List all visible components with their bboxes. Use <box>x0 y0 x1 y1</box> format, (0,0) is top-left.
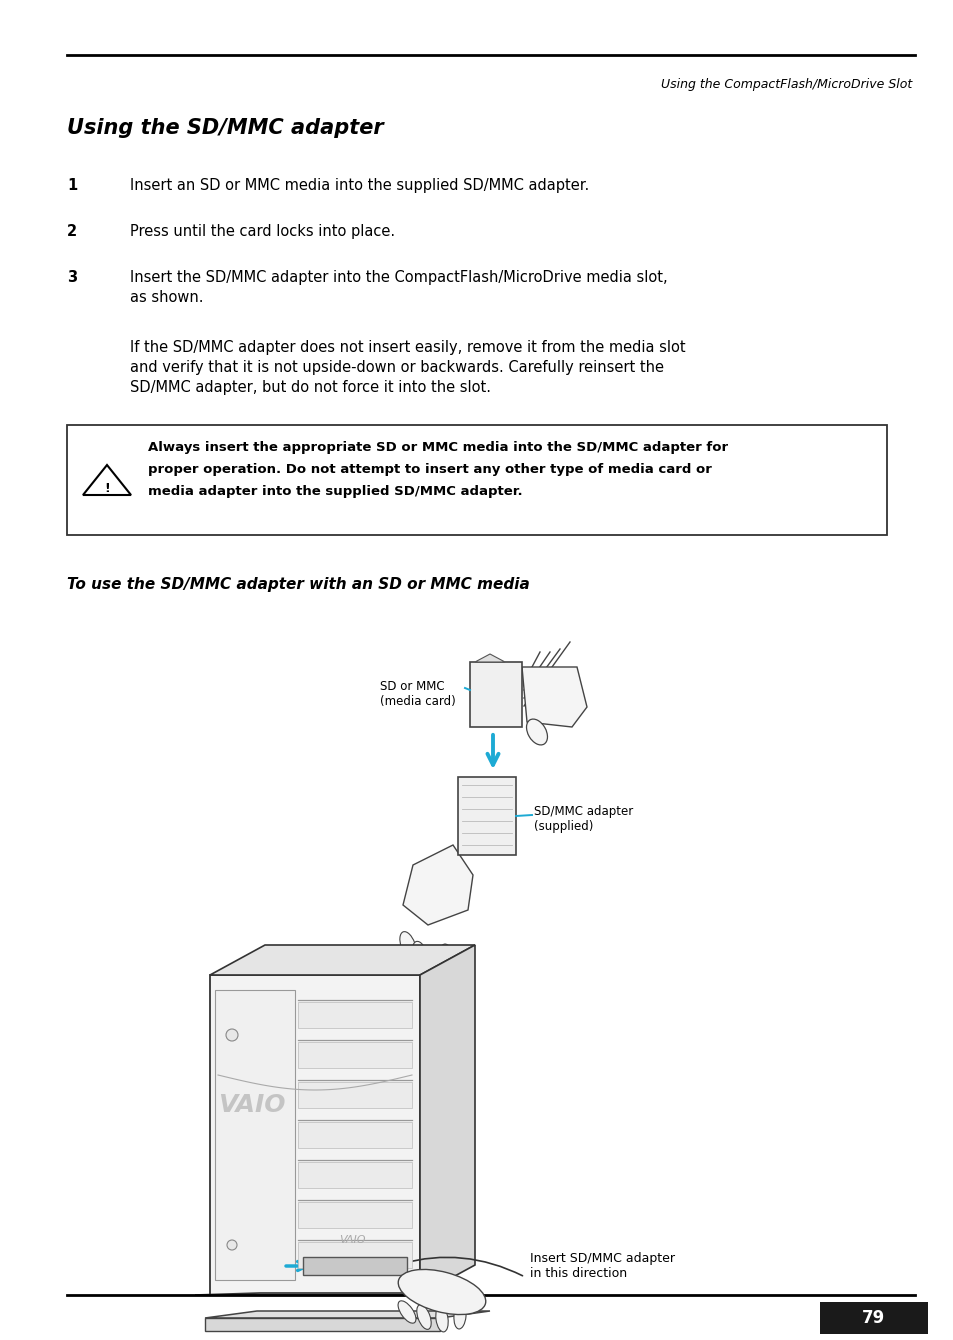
Text: Insert the SD/MMC adapter into the CompactFlash/MicroDrive media slot,: Insert the SD/MMC adapter into the Compa… <box>130 269 667 285</box>
Text: media adapter into the supplied SD/MMC adapter.: media adapter into the supplied SD/MMC a… <box>148 485 522 498</box>
Ellipse shape <box>436 1306 448 1332</box>
Ellipse shape <box>438 945 453 972</box>
Ellipse shape <box>412 942 427 969</box>
Text: 3: 3 <box>67 269 77 285</box>
Text: To use the SD/MMC adapter with an SD or MMC media: To use the SD/MMC adapter with an SD or … <box>67 578 529 592</box>
Bar <box>303 1257 407 1274</box>
Text: If the SD/MMC adapter does not insert easily, remove it from the media slot: If the SD/MMC adapter does not insert ea… <box>130 340 685 355</box>
Ellipse shape <box>397 1301 416 1323</box>
Bar <box>67 425 886 535</box>
Bar <box>214 990 294 1280</box>
Polygon shape <box>210 945 475 976</box>
Bar <box>298 1122 412 1148</box>
Text: as shown.: as shown. <box>130 289 203 306</box>
Polygon shape <box>402 846 473 925</box>
Ellipse shape <box>399 931 416 958</box>
Bar <box>298 1081 412 1108</box>
Text: SD or MMC
(media card): SD or MMC (media card) <box>379 679 456 708</box>
Bar <box>298 1162 412 1189</box>
Polygon shape <box>475 654 504 662</box>
Ellipse shape <box>397 1269 485 1315</box>
Ellipse shape <box>454 1302 466 1329</box>
Text: Insert an SD or MMC media into the supplied SD/MMC adapter.: Insert an SD or MMC media into the suppl… <box>130 178 589 193</box>
Bar <box>298 1043 412 1068</box>
Text: Press until the card locks into place.: Press until the card locks into place. <box>130 224 395 239</box>
Ellipse shape <box>416 1305 431 1329</box>
Bar <box>470 662 521 728</box>
Bar <box>298 1002 412 1028</box>
Text: Always insert the appropriate SD or MMC media into the SD/MMC adapter for: Always insert the appropriate SD or MMC … <box>148 441 727 454</box>
Text: proper operation. Do not attempt to insert any other type of media card or: proper operation. Do not attempt to inse… <box>148 464 711 476</box>
Bar <box>298 1242 412 1268</box>
Circle shape <box>226 1029 237 1041</box>
Text: 1: 1 <box>67 178 77 193</box>
Text: Insert SD/MMC adapter
in this direction: Insert SD/MMC adapter in this direction <box>530 1252 675 1280</box>
Ellipse shape <box>526 720 547 745</box>
Text: 2: 2 <box>67 224 77 239</box>
Text: 79: 79 <box>862 1309 884 1327</box>
Text: VAIO: VAIO <box>218 1093 286 1118</box>
Text: Using the CompactFlash/MicroDrive Slot: Using the CompactFlash/MicroDrive Slot <box>660 78 911 91</box>
Polygon shape <box>205 1311 490 1319</box>
Ellipse shape <box>425 946 440 974</box>
Polygon shape <box>419 945 475 1294</box>
Text: VAIO: VAIO <box>339 1235 366 1245</box>
Text: Using the SD/MMC adapter: Using the SD/MMC adapter <box>67 118 383 138</box>
Text: !: ! <box>104 481 110 494</box>
Polygon shape <box>194 1293 479 1294</box>
Circle shape <box>227 1240 236 1250</box>
Text: SD/MMC adapter
(supplied): SD/MMC adapter (supplied) <box>534 805 633 833</box>
Text: SD/MMC adapter, but do not force it into the slot.: SD/MMC adapter, but do not force it into… <box>130 381 491 395</box>
Polygon shape <box>205 1319 439 1331</box>
Bar <box>210 976 419 1294</box>
Text: and verify that it is not upside-down or backwards. Carefully reinsert the: and verify that it is not upside-down or… <box>130 360 663 375</box>
Bar <box>298 1202 412 1227</box>
Polygon shape <box>521 667 586 728</box>
Bar <box>457 777 516 855</box>
Bar <box>820 1302 927 1335</box>
